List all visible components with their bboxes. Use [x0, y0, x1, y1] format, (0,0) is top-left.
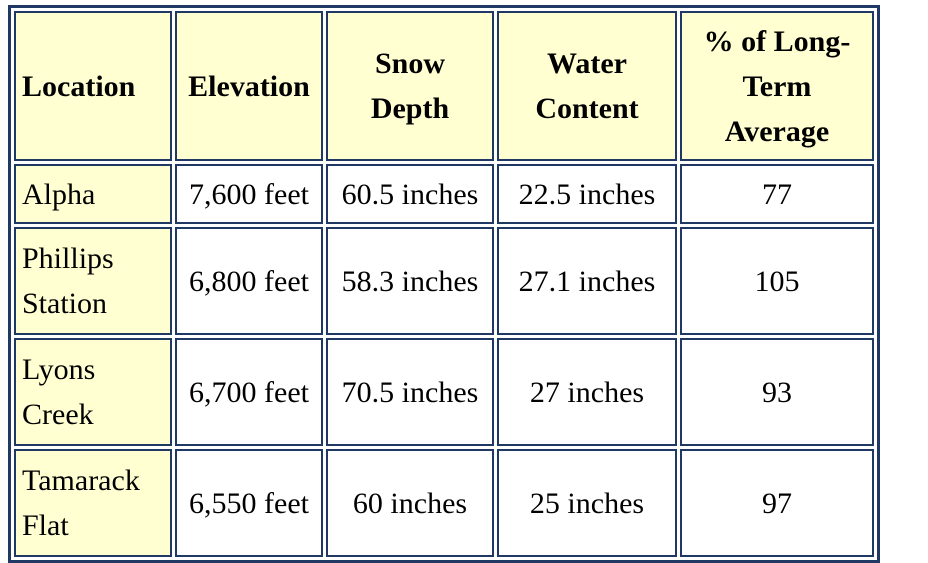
data-cell: 70.5 inches: [326, 338, 494, 446]
header-cell: Water Content: [497, 11, 677, 161]
table-row: Lyons Creek 6,700 feet 70.5 inches 27 inche…: [14, 338, 874, 446]
data-cell: 105: [680, 227, 874, 335]
data-cell: 93: [680, 338, 874, 446]
header-cell: Snow Depth: [326, 11, 494, 161]
table-container: Location Elevation Snow Depth Water Content…: [8, 5, 880, 563]
location-cell: Lyons Creek: [14, 338, 172, 446]
header-cell: Location: [14, 11, 172, 161]
table-row: Tamarack Flat 6,550 feet 60 inches 25 inche…: [14, 449, 874, 557]
data-cell: 27.1 inches: [497, 227, 677, 335]
location-cell: Phillips Station: [14, 227, 172, 335]
data-cell: 25 inches: [497, 449, 677, 557]
table-body: Alpha 7,600 feet 60.5 inches 22.5 inches 77 P…: [14, 164, 874, 557]
header-cell: % of Long-Term Average: [680, 11, 874, 161]
header-row: Location Elevation Snow Depth Water Content…: [14, 11, 874, 161]
header-cell: Elevation: [175, 11, 323, 161]
table-row: Phillips Station 6,800 feet 58.3 inches 27.…: [14, 227, 874, 335]
data-cell: 22.5 inches: [497, 164, 677, 224]
data-cell: 27 inches: [497, 338, 677, 446]
table-row: Alpha 7,600 feet 60.5 inches 22.5 inches 77: [14, 164, 874, 224]
data-cell: 6,550 feet: [175, 449, 323, 557]
data-cell: 6,800 feet: [175, 227, 323, 335]
data-cell: 97: [680, 449, 874, 557]
data-cell: 6,700 feet: [175, 338, 323, 446]
location-cell: Tamarack Flat: [14, 449, 172, 557]
data-cell: 58.3 inches: [326, 227, 494, 335]
data-cell: 60 inches: [326, 449, 494, 557]
location-cell: Alpha: [14, 164, 172, 224]
data-cell: 7,600 feet: [175, 164, 323, 224]
data-cell: 60.5 inches: [326, 164, 494, 224]
data-cell: 77: [680, 164, 874, 224]
snow-table: Location Elevation Snow Depth Water Content…: [8, 5, 880, 563]
